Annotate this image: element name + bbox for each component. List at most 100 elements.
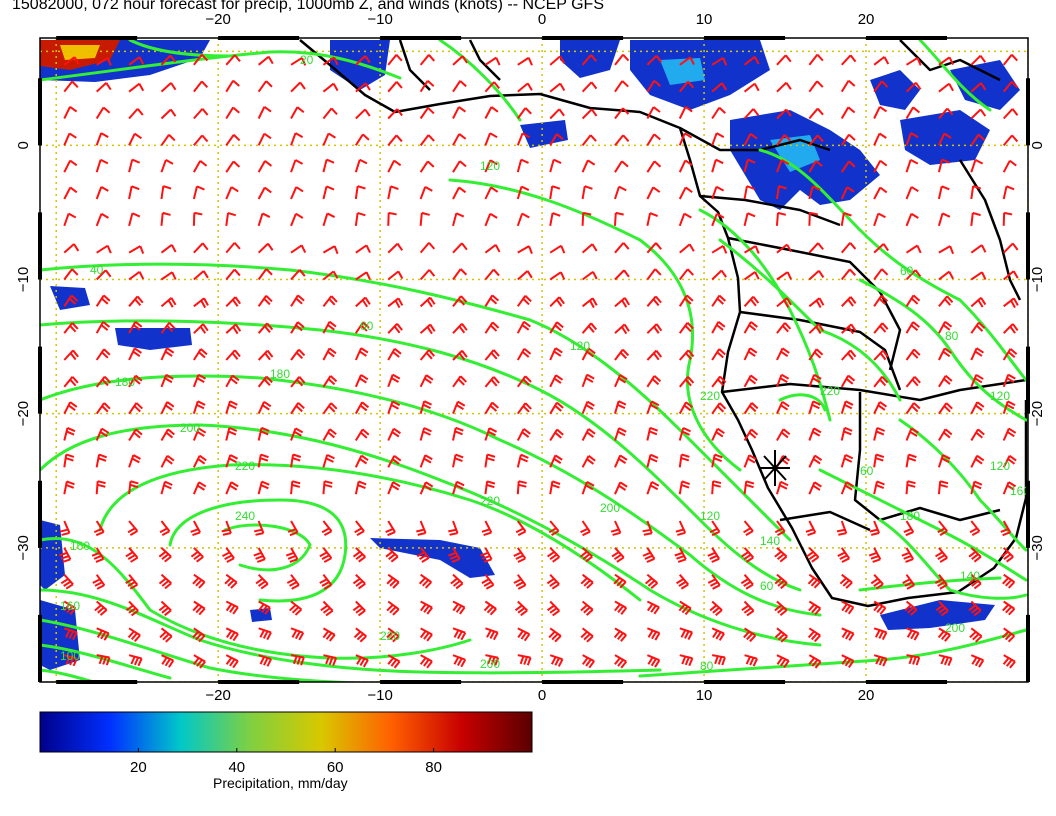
- wind-barb: [192, 654, 206, 669]
- wind-barb: [516, 158, 529, 173]
- wind-barb: [581, 428, 596, 441]
- wind-barb: [192, 600, 206, 616]
- wind-barb: [192, 400, 206, 414]
- wind-barb: [290, 81, 306, 93]
- wind-barb: [63, 56, 80, 66]
- wind-barb: [902, 574, 916, 590]
- station-marker: [760, 450, 790, 486]
- wind-barb: [515, 520, 527, 537]
- wind-barb: [873, 243, 889, 254]
- contour-label: 220: [700, 389, 720, 403]
- wind-barb: [646, 453, 659, 468]
- wind-barb: [128, 212, 141, 227]
- wind-barb: [95, 427, 110, 441]
- wind-barb: [549, 55, 566, 66]
- wind-barb: [614, 427, 627, 441]
- wind-barb: [419, 80, 435, 93]
- wind-barb: [741, 600, 755, 617]
- wind-barb: [257, 132, 272, 146]
- wind-barb: [709, 600, 723, 617]
- wind-barb: [711, 82, 728, 93]
- wind-barb: [646, 133, 661, 146]
- wind-barb: [160, 480, 173, 495]
- wind-barb: [841, 54, 857, 66]
- contour-label: 200: [945, 621, 965, 635]
- wind-barb: [322, 428, 337, 441]
- wind-barb: [160, 134, 176, 146]
- wind-barb: [257, 242, 274, 254]
- wind-barb: [416, 547, 430, 563]
- lon-tick-label-top: 0: [538, 11, 546, 28]
- wind-barb: [95, 185, 109, 200]
- wind-barb: [63, 600, 77, 615]
- wind-barb: [419, 454, 433, 468]
- wind-barb: [290, 402, 305, 415]
- wind-barb: [614, 297, 630, 308]
- wind-barb: [581, 108, 598, 120]
- wind-barb: [841, 323, 857, 335]
- wind-barb: [516, 428, 531, 441]
- wind-barb: [970, 454, 985, 468]
- wind-barb: [901, 547, 914, 563]
- wind-barb: [225, 296, 241, 308]
- wind-barb: [193, 108, 209, 120]
- wind-barb: [225, 400, 238, 414]
- wind-barb: [807, 573, 821, 589]
- wind-barb: [549, 654, 564, 667]
- wind-barb: [775, 480, 789, 495]
- wind-barb: [580, 520, 591, 537]
- wind-barb: [160, 82, 177, 93]
- wind-barb: [257, 322, 274, 334]
- wind-barb: [387, 427, 401, 441]
- wind-barb: [1002, 481, 1017, 495]
- wind-barb: [419, 160, 435, 173]
- wind-barb: [870, 573, 884, 590]
- lat-tick-label-right: −20: [1029, 401, 1046, 426]
- contour-label: 120: [990, 459, 1010, 473]
- wind-barb: [707, 547, 721, 563]
- wind-barb: [808, 454, 823, 468]
- wind-barb: [970, 185, 982, 200]
- contour-label: 120: [480, 159, 500, 173]
- wind-barb: [938, 270, 954, 281]
- wind-barb: [484, 453, 496, 468]
- wind-barb: [581, 322, 598, 334]
- wind-barb: [743, 158, 756, 173]
- wind-barb: [452, 242, 468, 254]
- wind-barb: [1002, 159, 1017, 173]
- wind-barb: [450, 573, 464, 590]
- wind-barb: [549, 296, 565, 308]
- wind-barb: [937, 212, 951, 227]
- wind-barb: [354, 374, 369, 388]
- wind-barb: [873, 322, 889, 334]
- wind-barb: [387, 108, 403, 120]
- height-contour: [40, 50, 402, 82]
- wind-barb: [225, 242, 241, 254]
- wind-barb: [513, 547, 527, 563]
- wind-barb: [873, 294, 889, 307]
- wind-barb: [290, 269, 306, 281]
- wind-barb: [322, 82, 339, 93]
- colorbar-ticks: 20 40 60 80: [130, 748, 442, 776]
- wind-barb: [938, 654, 953, 667]
- wind-barb: [258, 55, 274, 66]
- wind-barb: [96, 82, 112, 93]
- wind-barb: [642, 547, 656, 563]
- lon-tick-label-bottom: −10: [367, 687, 392, 704]
- contour-label: 200: [180, 421, 200, 435]
- wind-barb: [808, 600, 822, 616]
- wind-barb: [614, 185, 627, 200]
- wind-barb: [938, 56, 954, 66]
- wind-barb: [96, 654, 111, 666]
- wind-barb: [387, 323, 403, 334]
- wind-barb: [484, 401, 499, 415]
- wind-barb: [322, 107, 338, 120]
- map-title: 15082000, 072 hour forecast for precip, …: [12, 0, 604, 13]
- wind-barb: [225, 374, 240, 388]
- wind-barb: [258, 627, 272, 641]
- wind-barb: [549, 480, 561, 495]
- wind-barb: [387, 654, 401, 669]
- wind-barb: [579, 547, 593, 563]
- wind-barb: [646, 79, 662, 93]
- wind-barb: [873, 80, 889, 93]
